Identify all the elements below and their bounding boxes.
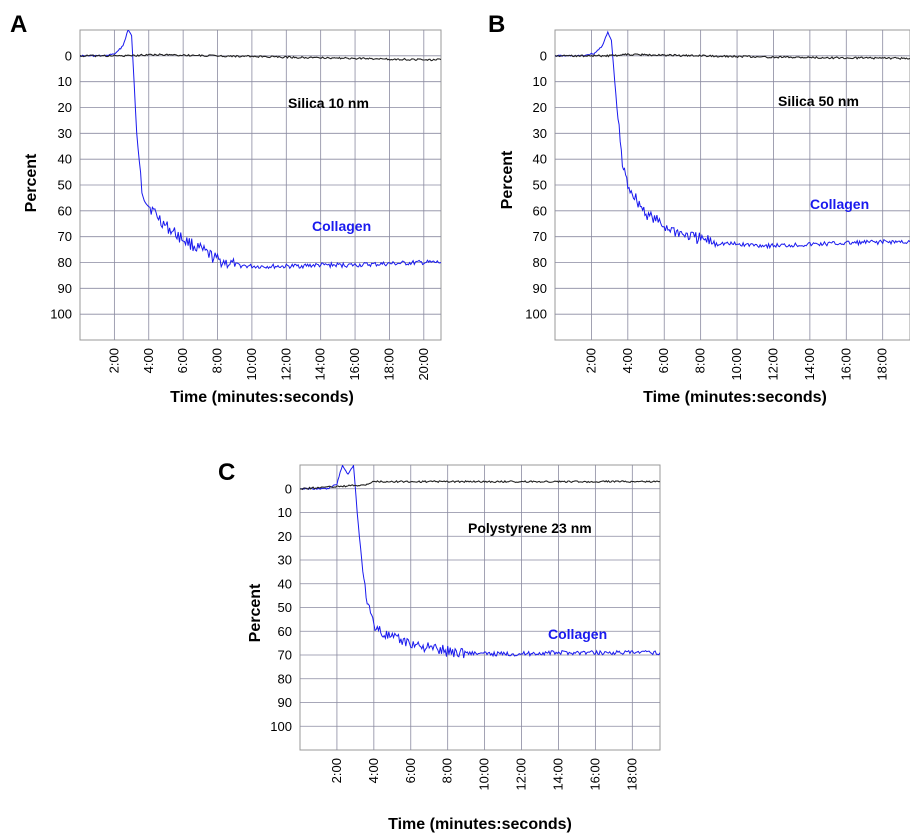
y-tick-label: 30: [278, 553, 292, 568]
y-axis-label: Percent: [499, 150, 516, 209]
y-tick-label: 60: [58, 203, 72, 218]
sample-annotation: Polystyrene 23 nm: [468, 520, 592, 536]
y-tick-label: 80: [533, 255, 547, 270]
y-axis-label: Percent: [23, 153, 40, 212]
y-tick-label: 90: [278, 695, 292, 710]
series-line-collagen: [80, 30, 441, 270]
series-label-collagen: Collagen: [810, 196, 869, 212]
x-tick-label: 14:00: [802, 348, 817, 381]
x-tick-label: 6:00: [656, 348, 671, 373]
x-tick-label: 16:00: [587, 758, 602, 791]
y-tick-label: 70: [58, 229, 72, 244]
y-tick-label: 70: [278, 648, 292, 663]
x-tick-label: 16:00: [838, 348, 853, 381]
series-line-baseline: [555, 53, 910, 60]
x-tick-label: 6:00: [175, 348, 190, 373]
x-tick-label: 18:00: [624, 758, 639, 791]
panel-letter: C: [218, 459, 235, 486]
y-tick-label: 30: [533, 126, 547, 141]
y-tick-label: 20: [278, 529, 292, 544]
y-tick-label: 80: [278, 671, 292, 686]
x-tick-label: 2:00: [106, 348, 121, 373]
x-tick-label: 14:00: [313, 348, 328, 381]
x-tick-label: 2:00: [329, 758, 344, 783]
y-tick-label: 0: [540, 48, 547, 63]
x-tick-label: 14:00: [550, 758, 565, 791]
x-tick-label: 4:00: [141, 348, 156, 373]
sample-annotation: Silica 50 nm: [778, 93, 859, 109]
x-tick-label: 18:00: [875, 348, 890, 381]
y-tick-label: 70: [533, 229, 547, 244]
y-tick-label: 0: [65, 48, 72, 63]
series-line-collagen: [300, 465, 660, 659]
y-tick-label: 20: [58, 100, 72, 115]
x-tick-label: 2:00: [583, 348, 598, 373]
x-tick-label: 12:00: [278, 348, 293, 381]
y-tick-label: 60: [278, 624, 292, 639]
y-tick-label: 50: [58, 178, 72, 193]
y-tick-label: 50: [278, 600, 292, 615]
y-tick-label: 10: [58, 74, 72, 89]
series-label-collagen: Collagen: [312, 218, 371, 234]
y-tick-label: 90: [58, 281, 72, 296]
y-tick-label: 100: [270, 719, 292, 734]
series-label-collagen: Collagen: [548, 626, 607, 642]
panel-letter: B: [488, 11, 505, 38]
y-tick-label: 90: [533, 281, 547, 296]
y-tick-label: 10: [533, 74, 547, 89]
sample-annotation: Silica 10 nm: [288, 95, 369, 111]
x-tick-label: 8:00: [693, 348, 708, 373]
x-tick-label: 12:00: [514, 758, 529, 791]
x-tick-label: 16:00: [347, 348, 362, 381]
x-tick-label: 10:00: [477, 758, 492, 791]
panel-c: C 0 10 20 30 40 50 60 70 80 90 100 2:00 4:00 6:00 8:00 1…: [218, 459, 661, 833]
y-tick-label: 20: [533, 100, 547, 115]
series-line-collagen: [555, 30, 910, 250]
x-tick-label: 6:00: [403, 758, 418, 783]
x-axis-label: Time (minutes:seconds): [388, 816, 572, 833]
x-tick-label: 8:00: [210, 348, 225, 373]
x-axis-label: Time (minutes:seconds): [643, 389, 827, 406]
y-tick-label: 60: [533, 203, 547, 218]
x-tick-label: 12:00: [765, 348, 780, 381]
y-tick-label: 100: [525, 307, 547, 322]
x-tick-label: 18:00: [381, 348, 396, 381]
x-tick-label: 4:00: [620, 348, 635, 373]
y-axis-label: Percent: [247, 583, 264, 642]
x-tick-label: 4:00: [366, 758, 381, 783]
x-tick-label: 20:00: [416, 348, 431, 381]
y-tick-label: 40: [533, 152, 547, 167]
series-line-baseline: [80, 53, 441, 62]
x-tick-label: 10:00: [729, 348, 744, 381]
series-line-baseline: [300, 479, 660, 491]
x-axis-label: Time (minutes:seconds): [170, 389, 354, 406]
panel-a: A 0 10 20 30 40 50 60 70 80 90 100 2:00 4:00 6:00 8:00 1…: [10, 11, 442, 406]
x-tick-label: 8:00: [440, 758, 455, 783]
y-tick-label: 10: [278, 505, 292, 520]
y-tick-label: 80: [58, 255, 72, 270]
y-tick-label: 100: [50, 307, 72, 322]
y-tick-label: 40: [58, 152, 72, 167]
y-tick-label: 30: [58, 126, 72, 141]
x-tick-label: 10:00: [244, 348, 259, 381]
y-tick-label: 40: [278, 576, 292, 591]
panel-letter: A: [10, 11, 27, 38]
y-tick-label: 0: [285, 481, 292, 496]
y-tick-label: 50: [533, 178, 547, 193]
panel-b: B 0 10 20 30 40 50 60 70 80 90 100 2:00 4:00 6:00 8:00 1…: [488, 11, 910, 406]
